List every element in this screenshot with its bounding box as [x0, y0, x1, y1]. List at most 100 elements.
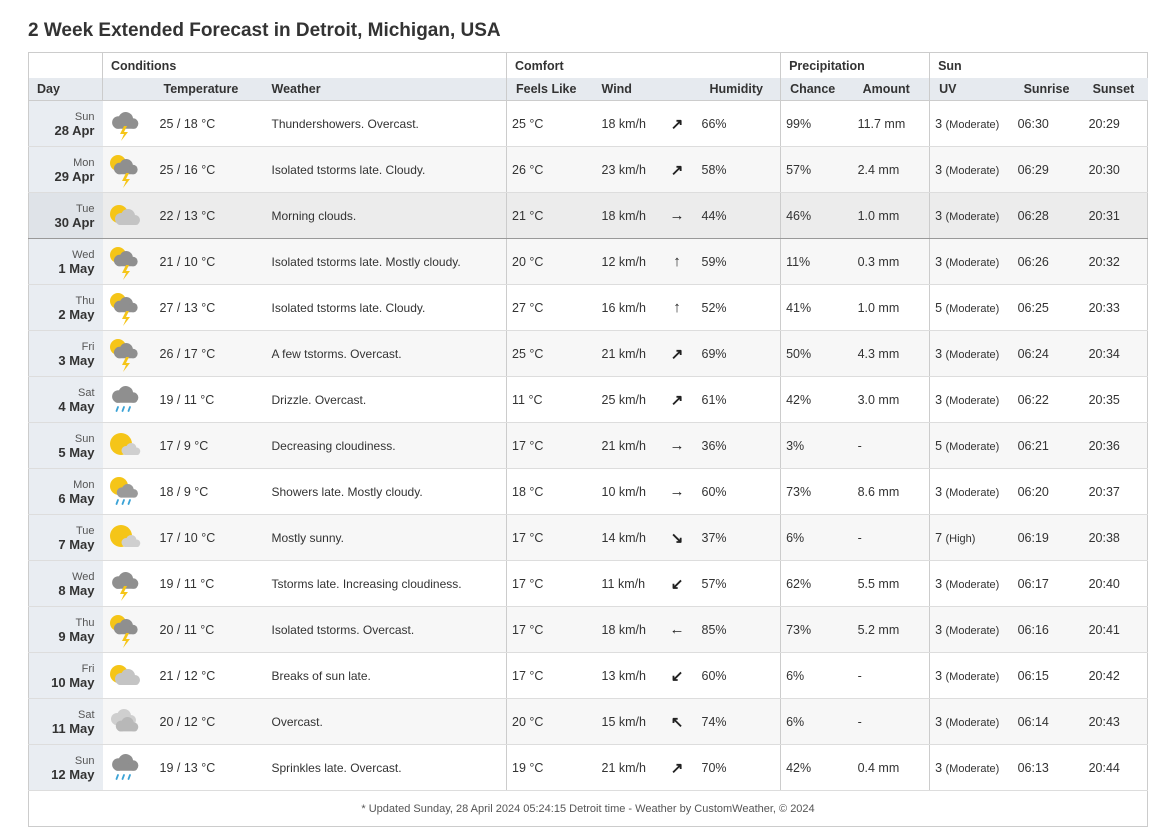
- wind-speed: 21 km/h: [596, 330, 661, 377]
- humidity: 60%: [693, 652, 781, 699]
- forecast-row: Tue 30 Apr 22 / 13 °C Morning clouds. 21…: [28, 192, 1149, 239]
- precip-chance: 99%: [780, 100, 854, 147]
- uv-index: 3 (Moderate): [929, 468, 1014, 515]
- temperature: 27 / 13 °C: [146, 284, 255, 331]
- day-cell: Wed 8 May: [28, 560, 103, 607]
- sun-thunderstorm-icon: [109, 614, 138, 648]
- drizzle-icon: [111, 385, 138, 412]
- forecast-row: Sun 12 May 19 / 13 °C Sprinkles late. Ov…: [28, 744, 1149, 791]
- humidity: 85%: [693, 606, 781, 653]
- day-of-week: Sun: [74, 432, 95, 445]
- col-amount: Amount: [853, 78, 930, 101]
- uv-label: (High): [945, 532, 976, 545]
- wind-direction-icon: ↘: [670, 529, 684, 547]
- weather-description: Mostly sunny.: [254, 514, 507, 561]
- feels-like: 21 °C: [506, 192, 597, 239]
- precip-chance: 50%: [780, 330, 854, 377]
- sunset: 20:31: [1086, 192, 1149, 239]
- forecast-row: Wed 8 May 19 / 11 °C Tstorms late. Incre…: [28, 560, 1149, 607]
- uv-value: 7: [935, 530, 943, 545]
- day-cell: Sat 4 May: [28, 376, 103, 423]
- day-date: 11 May: [51, 720, 95, 736]
- col-day: Day: [28, 78, 103, 101]
- col-sunset: Sunset: [1086, 78, 1148, 101]
- wind-direction-icon: ↗: [670, 391, 684, 409]
- weather-description: Isolated tstorms. Overcast.: [254, 606, 507, 653]
- page-title: 2 Week Extended Forecast in Detroit, Mic…: [28, 20, 501, 41]
- day-cell: Thu 9 May: [28, 606, 103, 653]
- day-of-week: Fri: [81, 340, 95, 353]
- uv-value: 3: [935, 760, 943, 775]
- wind-direction-icon: ↗: [670, 759, 684, 777]
- weather-icon-cell: [102, 146, 147, 193]
- temperature: 20 / 12 °C: [146, 698, 255, 745]
- col-humidity: Humidity: [693, 78, 781, 101]
- sunrise: 06:19: [1013, 514, 1087, 561]
- precip-chance: 41%: [780, 284, 854, 331]
- sunrise: 06:30: [1013, 100, 1087, 147]
- footer-note: * Updated Sunday, 28 April 2024 05:24:15…: [27, 790, 1149, 827]
- precip-amount: 1.0 mm: [853, 284, 930, 331]
- humidity: 69%: [693, 330, 781, 377]
- col-wind: Wind: [596, 78, 661, 101]
- precip-amount: 8.6 mm: [853, 468, 930, 515]
- day-date: 30 Apr: [54, 214, 95, 230]
- uv-value: 3: [935, 576, 943, 591]
- uv-index: 3 (Moderate): [929, 330, 1014, 377]
- precip-chance: 73%: [780, 606, 854, 653]
- sunset: 20:42: [1086, 652, 1149, 699]
- wind-direction-icon: ←: [669, 621, 685, 638]
- precip-chance: 11%: [780, 238, 854, 285]
- precip-amount: 0.4 mm: [853, 744, 930, 791]
- weather-icon-cell: [102, 698, 147, 745]
- uv-index: 3 (Moderate): [929, 192, 1014, 239]
- day-date: 5 May: [58, 444, 95, 460]
- weather-description: Isolated tstorms late. Cloudy.: [254, 146, 507, 193]
- day-cell: Sun 28 Apr: [28, 100, 103, 147]
- temperature: 21 / 10 °C: [146, 238, 255, 285]
- column-header-row: Day Temperature Weather Feels Like Wind …: [28, 78, 1148, 101]
- precip-amount: 11.7 mm: [853, 100, 930, 147]
- humidity: 37%: [693, 514, 781, 561]
- temperature: 25 / 18 °C: [146, 100, 255, 147]
- temperature: 19 / 11 °C: [146, 376, 255, 423]
- col-feels-like: Feels Like: [506, 78, 597, 101]
- forecast-row: Sun 28 Apr 25 / 18 °C Thundershowers. Ov…: [28, 100, 1149, 147]
- forecast-row: Fri 10 May 21 / 12 °C Breaks of sun late…: [28, 652, 1149, 699]
- col-weather: Weather: [254, 78, 507, 101]
- feels-like: 20 °C: [506, 698, 597, 745]
- weather-description: Tstorms late. Increasing cloudiness.: [254, 560, 507, 607]
- day-of-week: Sat: [77, 386, 95, 399]
- uv-value: 3: [935, 162, 943, 177]
- temperature: 19 / 11 °C: [146, 560, 255, 607]
- sunrise: 06:16: [1013, 606, 1087, 653]
- feels-like: 25 °C: [506, 100, 597, 147]
- col-wind-dir: [660, 78, 694, 101]
- sunset: 20:29: [1086, 100, 1149, 147]
- day-cell: Mon 29 Apr: [28, 146, 103, 193]
- temperature: 17 / 10 °C: [146, 514, 255, 561]
- sunset: 20:32: [1086, 238, 1149, 285]
- day-date: 8 May: [58, 582, 95, 598]
- day-date: 2 May: [58, 306, 95, 322]
- uv-label: (Moderate): [945, 302, 1000, 315]
- day-date: 9 May: [58, 628, 95, 644]
- day-date: 6 May: [58, 490, 95, 506]
- sun-thunderstorm-icon: [109, 338, 138, 372]
- drizzle-icon: [111, 753, 138, 780]
- day-cell: Sat 11 May: [28, 698, 103, 745]
- forecast-row: Mon 29 Apr 25 / 16 °C Isolated tstorms l…: [28, 146, 1149, 193]
- wind-speed: 18 km/h: [596, 606, 661, 653]
- sunset: 20:35: [1086, 376, 1149, 423]
- wind-speed: 23 km/h: [596, 146, 661, 193]
- day-of-week: Wed: [72, 570, 95, 583]
- uv-index: 3 (Moderate): [929, 606, 1014, 653]
- thunderstorm-icon: [111, 571, 138, 601]
- humidity: 74%: [693, 698, 781, 745]
- uv-value: 3: [935, 254, 943, 269]
- forecast-row: Thu 2 May 27 / 13 °C Isolated tstorms la…: [28, 284, 1149, 331]
- sunset: 20:37: [1086, 468, 1149, 515]
- day-date: 12 May: [51, 766, 95, 782]
- precip-amount: -: [853, 698, 930, 745]
- day-date: 29 Apr: [54, 168, 95, 184]
